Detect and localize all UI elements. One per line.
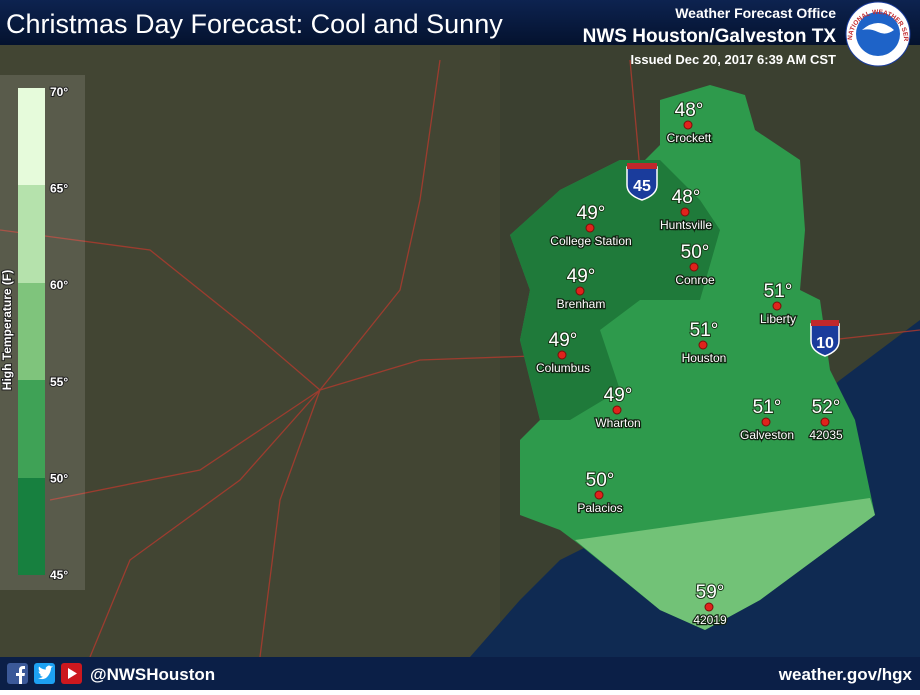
url: weather.gov/hgx <box>778 665 913 684</box>
station-dot <box>689 262 699 272</box>
station-temp: 51° <box>690 320 719 341</box>
title: Christmas Day Forecast: Cool and Sunny <box>6 9 503 39</box>
legend-tick-label: 55° <box>50 375 68 389</box>
station-name: Brenham <box>557 297 606 311</box>
forecast-area-warm <box>575 498 875 630</box>
station: 52° 42035 <box>808 396 844 443</box>
station-temp: 51° <box>753 397 782 418</box>
legend-tick-label: 65° <box>50 182 68 196</box>
station-temp: 48° <box>675 100 704 121</box>
station: 59° 42019 <box>692 581 728 628</box>
station-dot <box>704 602 714 612</box>
handle: @NWSHouston <box>90 665 215 684</box>
station: 49° College Station <box>549 202 633 249</box>
legend-tick-label: 50° <box>50 471 68 485</box>
station-dot <box>683 120 693 130</box>
legend-tick-label: 45° <box>50 568 68 582</box>
station-name: 42019 <box>693 613 727 627</box>
station-dot <box>594 490 604 500</box>
station-dot <box>612 405 622 415</box>
land-west <box>0 45 500 657</box>
station: 51° Liberty <box>759 280 798 327</box>
stations: 48° Crockett 48° Huntsville 49° College Stati… <box>535 99 845 628</box>
station-temp: 52° <box>812 397 841 418</box>
station-name: Conroe <box>675 273 715 287</box>
station-name: Crockett <box>667 131 712 145</box>
station: 48° Huntsville <box>659 186 714 233</box>
station-temp: 59° <box>696 582 725 603</box>
station-dot <box>761 417 771 427</box>
office: Weather Forecast Office <box>675 5 836 21</box>
legend-band <box>18 283 45 380</box>
station: 50° Conroe <box>674 241 716 288</box>
station: 49° Brenham <box>555 265 606 312</box>
station-dot <box>585 223 595 233</box>
station-dot <box>557 350 567 360</box>
legend-ticks: 70° 65° 60° 55° 50° 45° <box>49 84 69 583</box>
station: 49° Columbus <box>535 329 592 376</box>
station-name: Palacios <box>577 501 622 515</box>
station-name: Houston <box>682 351 727 365</box>
shield-number: 45 <box>633 178 651 195</box>
station-dot <box>698 340 708 350</box>
social-icons <box>7 663 82 684</box>
legend-band <box>18 478 45 575</box>
station-name: Huntsville <box>660 218 712 232</box>
station-temp: 51° <box>764 281 793 302</box>
station-temp: 48° <box>672 187 701 208</box>
station-temp: 49° <box>567 266 596 287</box>
station-dot <box>575 286 585 296</box>
station-name: Galveston <box>740 428 794 442</box>
station: 49° Wharton <box>594 384 642 431</box>
station-temp: 49° <box>549 330 578 351</box>
station: 51° Galveston <box>739 396 796 443</box>
shield-number: 10 <box>816 335 834 352</box>
legend-tick-label: 60° <box>50 278 68 292</box>
station: 50° Palacios <box>576 469 624 516</box>
legend-tick-label: 70° <box>50 85 68 99</box>
legend-band <box>18 380 45 478</box>
station-name: Wharton <box>595 416 640 430</box>
station-dot <box>680 207 690 217</box>
station: 48° Crockett <box>665 99 713 146</box>
station-name: Liberty <box>760 312 796 326</box>
shield-i10: 10 <box>810 320 840 357</box>
legend-title: High Temperature (F) <box>0 270 14 390</box>
station-temp: 49° <box>577 203 606 224</box>
legend-band <box>18 88 45 185</box>
station: 51° Houston <box>680 319 727 366</box>
station-temp: 50° <box>681 242 710 263</box>
station-temp: 50° <box>586 470 615 491</box>
station-dot <box>772 301 782 311</box>
header-bar <box>0 0 920 45</box>
station-dot <box>820 417 830 427</box>
issued: Issued Dec 20, 2017 6:39 AM CST <box>631 52 837 67</box>
station-temp: 49° <box>604 385 633 406</box>
station-name: Columbus <box>536 361 590 375</box>
shield-i45: 45 <box>626 163 658 201</box>
legend-band <box>18 185 45 283</box>
footer-bar <box>0 657 920 690</box>
station-name: 42035 <box>809 428 843 442</box>
office-name: NWS Houston/Galveston TX <box>583 26 837 47</box>
station-name: College Station <box>550 234 631 248</box>
